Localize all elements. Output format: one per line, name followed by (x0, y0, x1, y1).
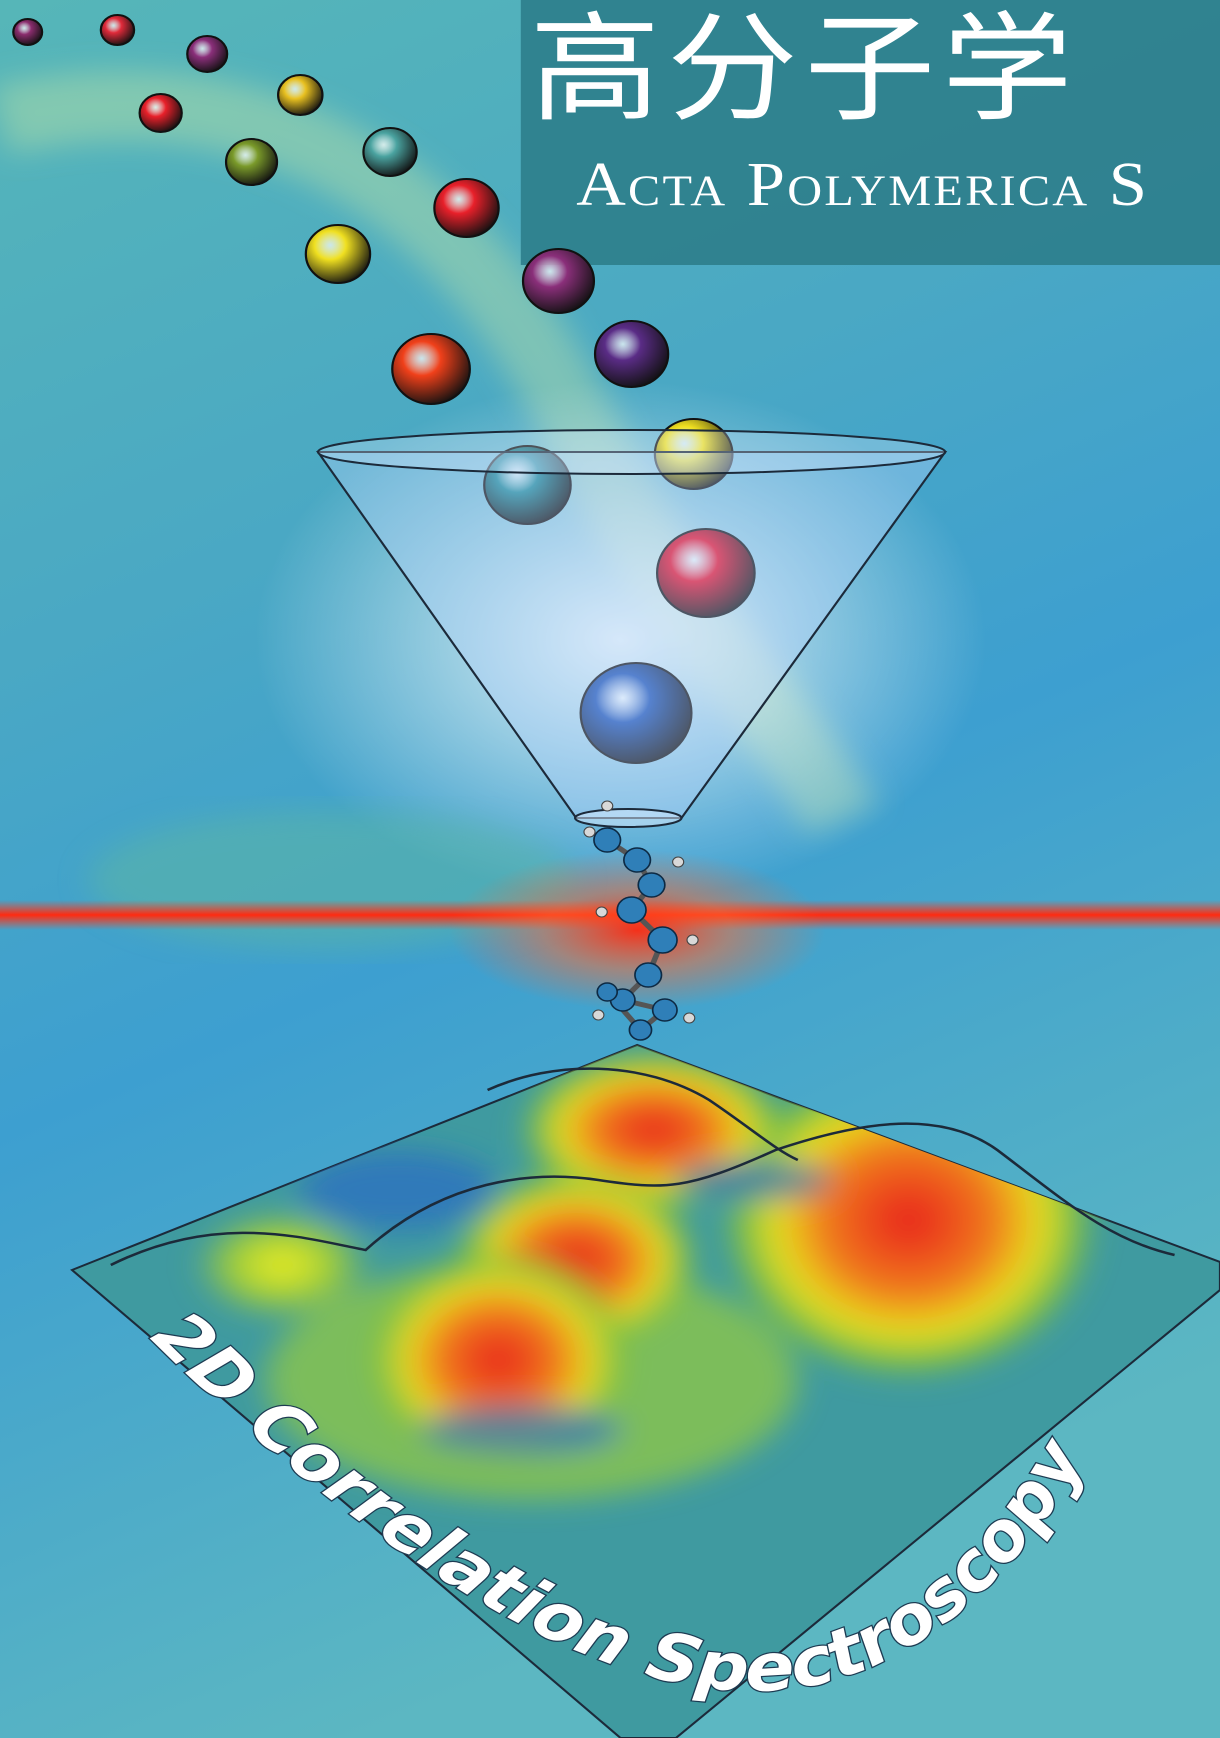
ball (304, 224, 372, 284)
title-english: Acta Polymerica S (576, 151, 1149, 219)
atom (637, 872, 666, 898)
atom (593, 827, 622, 853)
atom (616, 896, 647, 924)
hydrogen (601, 800, 614, 812)
balls (12, 14, 756, 764)
ball (99, 14, 136, 46)
atom (647, 926, 678, 954)
ball (521, 248, 596, 314)
hydrogen (583, 826, 596, 838)
atom (628, 1019, 653, 1041)
header-bg (520, 0, 1220, 265)
ball (653, 418, 734, 490)
atom (623, 847, 652, 873)
hydrogen (686, 934, 699, 946)
title-chinese: 高分子学 (530, 1, 1080, 138)
ball (483, 445, 572, 525)
ball (655, 528, 756, 618)
atom (651, 998, 678, 1022)
ball (224, 138, 279, 186)
funnel (316, 429, 948, 828)
ball (12, 18, 44, 46)
ball (277, 74, 324, 116)
atom (596, 982, 619, 1002)
molecule (583, 800, 699, 1041)
hydrogen (683, 1012, 696, 1024)
header-band: 高分子学 Acta Polymerica S (520, 0, 1220, 265)
hydrogen (592, 1009, 605, 1021)
ball (391, 333, 471, 405)
correlation-surface (70, 1043, 1220, 1738)
atom (634, 962, 663, 988)
laser (0, 850, 1220, 1010)
ball (593, 320, 670, 388)
funnel-glow (254, 380, 987, 900)
ball (138, 93, 183, 133)
ball (186, 35, 229, 73)
ball (579, 662, 693, 764)
hydrogen (672, 856, 685, 868)
hydrogen (595, 906, 608, 918)
ball (362, 127, 418, 177)
ball (433, 178, 500, 238)
